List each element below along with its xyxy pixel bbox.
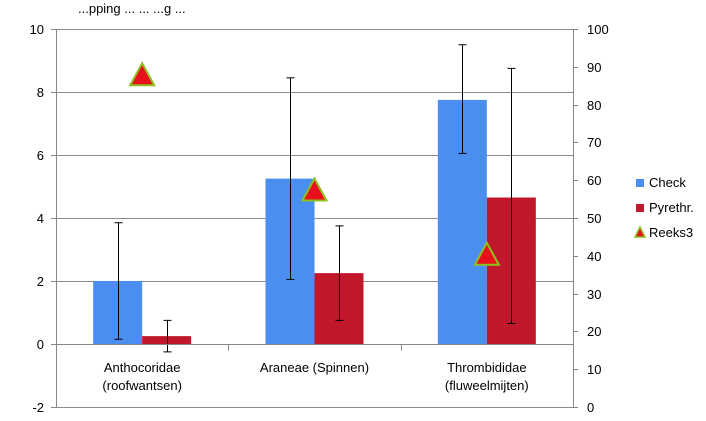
left-tick-label: 4: [37, 211, 44, 226]
right-tick-label: 50: [587, 211, 601, 226]
legend-label: Check: [649, 175, 686, 190]
right-tick-label: 80: [587, 98, 601, 113]
legend-swatch: [636, 204, 644, 212]
right-tick-label: 40: [587, 249, 601, 264]
legend-label: Pyrethr.: [649, 200, 694, 215]
left-tick-label: -2: [32, 400, 44, 415]
left-tick-label: 8: [37, 85, 44, 100]
bar-check: [93, 281, 143, 344]
right-tick-label: 70: [587, 135, 601, 150]
left-tick-label: 6: [37, 148, 44, 163]
right-tick-label: 60: [587, 173, 601, 188]
left-tick-label: 0: [37, 337, 44, 352]
right-tick-label: 30: [587, 287, 601, 302]
category-label: Thrombididae: [447, 360, 527, 375]
right-tick-label: 20: [587, 324, 601, 339]
category-label: Araneae (Spinnen): [260, 360, 369, 375]
category-label: (fluweelmijten): [445, 378, 529, 393]
left-tick-label: 10: [30, 22, 44, 37]
right-tick-label: 90: [587, 60, 601, 75]
chart-title: ...pping ... ... ...g ...: [78, 1, 186, 16]
legend-label: Reeks3: [649, 225, 693, 240]
right-tick-label: 0: [587, 400, 594, 415]
bar-pyrethr: [142, 336, 192, 344]
triangle-marker: [473, 240, 501, 266]
category-label: Anthocoridae: [104, 360, 181, 375]
left-tick-label: 2: [37, 274, 44, 289]
right-tick-label: 100: [587, 22, 609, 37]
triangle-marker: [128, 61, 156, 87]
legend-swatch: [636, 179, 644, 187]
legend-triangle-icon: [633, 225, 647, 238]
right-tick-label: 10: [587, 362, 601, 377]
triangle-marker: [300, 176, 329, 202]
category-label: (roofwantsen): [102, 378, 181, 393]
